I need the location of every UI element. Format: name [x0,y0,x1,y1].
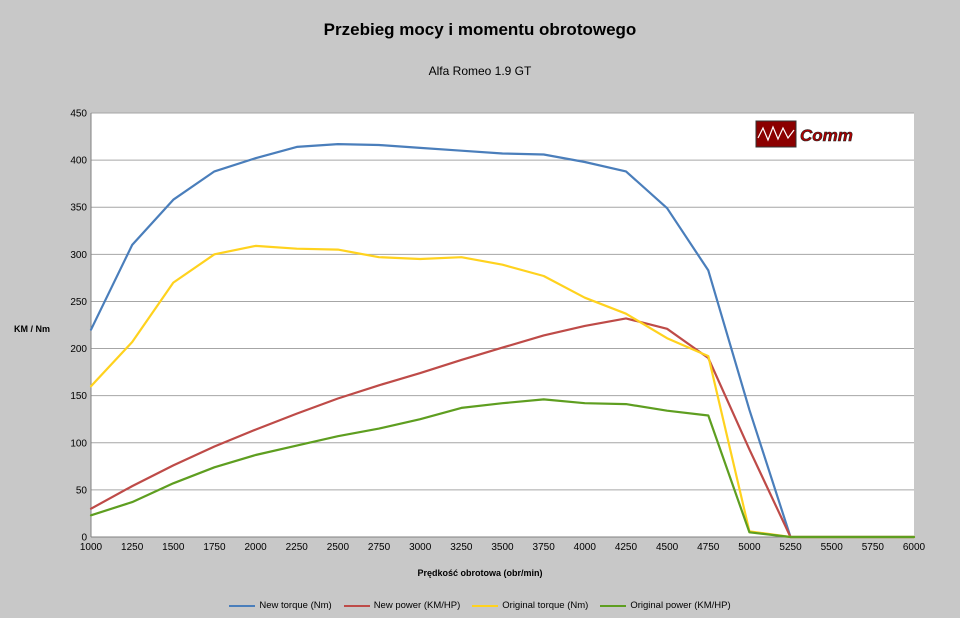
legend-swatch [600,604,627,607]
legend-item: New power (KM/HP) [343,600,461,611]
x-tick-label: 2250 [286,542,309,553]
x-tick-label: 2000 [244,542,267,553]
legend: New torque (Nm) New power (KM/HP) Original… [0,600,960,611]
x-tick-label: 3250 [450,542,473,553]
x-tick-labels: 1000 1250 1500 1750 2000 2250 2500 2750 3000 3250… [80,542,926,553]
x-tick-label: 3000 [409,542,432,553]
legend-item: New torque (Nm) [229,600,332,611]
legend-swatch [229,604,256,607]
legend-swatch [472,604,499,607]
y-tick-label: 400 [70,156,87,167]
x-axis-label: Prędkość obrotowa (obr/min) [417,568,543,578]
series-lines [89,143,916,539]
y-tick-label: 350 [70,203,87,214]
x-tick-label: 5250 [779,542,802,553]
series-line-2 [89,317,916,539]
plot-background [91,113,914,537]
y-axis-label: KM / Nm [14,324,50,334]
y-tick-label: 150 [70,391,87,402]
logo-wave [757,125,795,142]
x-tick-label: 4750 [697,542,720,553]
series-line-4 [89,398,916,539]
x-tick-label: 3750 [533,542,556,553]
x-tick-label: 2500 [327,542,350,553]
legend-item: Original torque (Nm) [472,600,588,611]
x-tick-label: 4250 [615,542,638,553]
y-tick-label: 100 [70,438,87,449]
legend-label: Original power (KM/HP) [630,600,731,611]
y-tick-label: 250 [70,297,87,308]
x-tick-label: 5500 [821,542,844,553]
x-tick-label: 4000 [574,542,597,553]
legend-swatch [343,604,370,607]
x-tick-label: 1500 [162,542,185,553]
y-tick-labels: 0 50 100 150 200 250 300 350 400 450 [70,109,87,544]
x-tick-label: 1000 [80,542,103,553]
series-line-1 [89,143,916,539]
y-tick-label: 50 [76,485,88,496]
y-tick-label: 450 [70,109,87,120]
logo-text: Comm [800,126,853,145]
legend-label: Original torque (Nm) [502,600,589,611]
chart-title: Przebieg mocy i momentu obrotowego [323,20,637,39]
gridlines [90,112,914,538]
brand-logo: Comm [755,120,853,148]
y-tick-label: 300 [70,250,87,261]
legend-item: Original power (KM/HP) [600,600,731,611]
x-tick-label: 5000 [738,542,761,553]
x-tick-label: 5750 [862,542,885,553]
x-tick-label: 6000 [903,542,926,553]
legend-label: New power (KM/HP) [373,600,461,611]
x-tick-label: 1250 [121,542,144,553]
x-tick-label: 2750 [368,542,391,553]
chart-subtitle: Alfa Romeo 1.9 GT [428,64,532,78]
y-tick-label: 200 [70,344,87,355]
x-tick-label: 3500 [491,542,514,553]
y-tick-label: 0 [81,533,87,544]
x-tick-label: 4500 [656,542,679,553]
x-tick-label: 1750 [203,542,226,553]
legend-label: New torque (Nm) [259,600,332,611]
